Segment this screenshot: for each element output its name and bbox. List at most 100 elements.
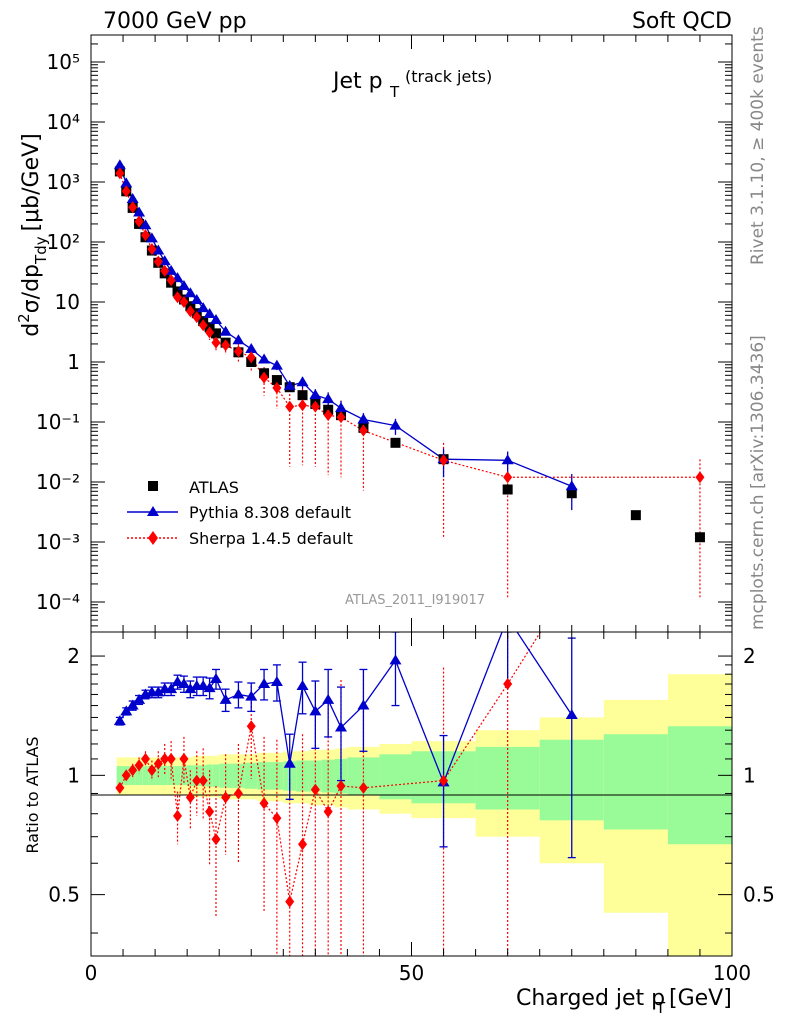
sherpa-ratio-point (153, 757, 163, 770)
sherpa-ratio-point (211, 833, 221, 846)
pythia-ratio-point (184, 683, 197, 694)
pythia-main-point (145, 232, 158, 243)
pythia-main-point (283, 379, 296, 390)
rivet-label: Rivet 3.1.10, ≥ 400k events (748, 26, 768, 265)
xlabel-sub: T (655, 999, 666, 1017)
pythia-main-point (126, 193, 139, 204)
pythia-ratio-point (270, 676, 283, 687)
pythia-main-point (357, 413, 370, 424)
sherpa-main-point (128, 201, 138, 214)
atlas-data-point (390, 437, 401, 448)
pythia-ratio-point (283, 757, 296, 768)
main-ytick-label: 10⁻¹ (36, 410, 80, 434)
ylabel-sub2: dy (32, 236, 50, 255)
sherpa-main-point (323, 409, 333, 422)
pythia-main-point (296, 376, 309, 387)
legend-entry-atlas: ATLAS (148, 478, 239, 497)
main-ticks: 10⁻⁴ 10⁻³ 10⁻² 10⁻¹ 1 10 10² 10³ 10⁴ 10⁵ (36, 35, 733, 632)
ratio-band-inner (180, 766, 188, 786)
atlas-data-point (210, 328, 221, 339)
main-ytick-label: 10² (47, 230, 80, 254)
sherpa-main-point (259, 371, 269, 384)
pythia-main-point (197, 302, 210, 313)
mcplots-label: mcplots.cern.ch [arXiv:1306.3436] (748, 335, 768, 630)
pythia-main-line (119, 165, 572, 487)
legend-label-sherpa: Sherpa 1.4.5 default (189, 529, 353, 548)
ylabel-mid: σ/dp (19, 264, 44, 313)
sherpa-main-point (185, 305, 195, 318)
sherpa-main-point (439, 454, 449, 467)
sherpa-ratio-point (233, 787, 243, 800)
ratio-xtick-label: 0 (85, 961, 98, 985)
pythia-main-point (139, 219, 152, 230)
pythia-ratio-point (203, 682, 216, 693)
sherpa-ratio-point (179, 752, 189, 765)
legend-label-pythia: Pythia 8.308 default (189, 503, 351, 522)
sherpa-main-point (285, 400, 295, 413)
pythia-ratio-point (171, 676, 184, 687)
pythia-main-point (322, 393, 335, 404)
xlabel-unit: [GeV] (669, 986, 732, 1011)
sherpa-main-point (153, 255, 163, 268)
sherpa-main-point (233, 345, 243, 358)
pythia-main-point (120, 177, 133, 188)
sherpa-ratio-point (205, 805, 215, 818)
pythia-main-point (152, 244, 165, 255)
pythia-ratio-point (152, 686, 165, 697)
pythia-main-point (133, 206, 146, 217)
sherpa-ratio-point (358, 781, 368, 794)
pythia-ratio-point (113, 715, 126, 726)
pythia-ratio-point (357, 699, 370, 710)
sherpa-main-point (310, 400, 320, 413)
plot-title: Jet p T (track jets) (331, 67, 492, 101)
ratio-band-inner (379, 754, 412, 800)
sherpa-main-point (166, 274, 176, 287)
ratio-ytick-label-right: 0.5 (743, 883, 775, 907)
ratio-ytick-label-left: 0.5 (48, 883, 80, 907)
ratio-ytick-label-left: 2 (67, 644, 80, 668)
sherpa-main-point (221, 339, 231, 352)
sherpa-ratio-point (221, 791, 231, 804)
xlabel-main: Charged jet p (516, 986, 665, 1011)
ylabel-d: d (19, 323, 44, 337)
ratio-xtick-label: 50 (399, 961, 424, 985)
sherpa-ratio-point (128, 764, 138, 777)
main-ytick-label: 10⁴ (47, 110, 80, 134)
pythia-main-point (232, 334, 245, 345)
pythia-main-point (334, 402, 347, 413)
sherpa-main-point (179, 296, 189, 308)
pythia-main-point (389, 419, 402, 430)
sherpa-main-point (140, 229, 150, 242)
ratio-band-inner (167, 766, 175, 786)
pythia-main-point (258, 353, 271, 364)
pythia-ratio-point (165, 683, 178, 694)
pythia-ratio-point (389, 654, 402, 665)
plot-title-note: (track jets) (405, 67, 492, 86)
sherpa-main-point (173, 291, 183, 304)
pythia-main-point (209, 314, 222, 325)
sherpa-main-point (147, 243, 157, 256)
ratio-uncertainty-bands (116, 674, 732, 956)
pythia-ratio-point (296, 680, 309, 691)
main-ytick-label: 10⁵ (47, 50, 80, 74)
atlas-data-point (694, 532, 705, 543)
sherpa-ratio-point (323, 805, 333, 818)
pythia-main-point (245, 342, 258, 353)
main-ytick-label: 10⁻⁴ (36, 590, 80, 614)
sherpa-main-point (121, 185, 131, 198)
sherpa-ratio-point (310, 783, 320, 796)
ratio-band-inner (321, 759, 335, 793)
sherpa-ratio-point (503, 678, 513, 691)
pythia-main-point (270, 359, 283, 370)
pythia-ratio-point (219, 693, 232, 704)
ratio-band-inner (232, 763, 245, 788)
sherpa-ratio-point (134, 759, 144, 772)
ratio-ytick-label-right: 2 (743, 644, 756, 668)
analysis-id: ATLAS_2011_I919017 (345, 593, 485, 608)
ratio-ytick-label-left: 1 (67, 763, 80, 787)
atlas-data-point (630, 510, 641, 521)
pythia-ratio-point (133, 693, 146, 704)
sherpa-main-point (272, 381, 282, 394)
ratio-ticks: 0.5 0.5 1 1 2 2 0 50 100 (48, 632, 775, 985)
sherpa-main-point (205, 326, 215, 339)
